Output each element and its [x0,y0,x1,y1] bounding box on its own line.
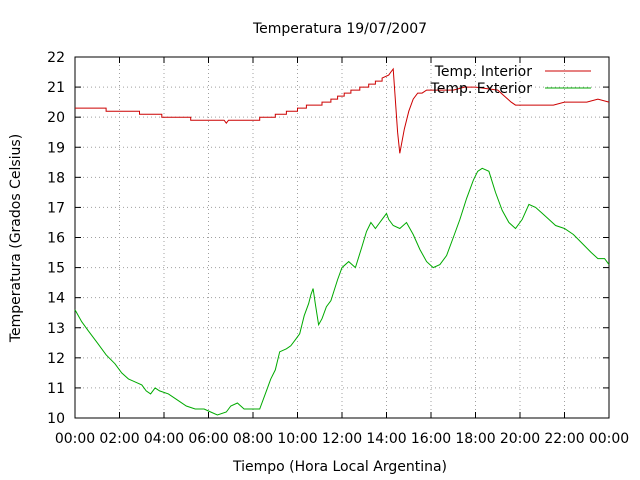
x-tick-label: 12:00 [322,431,362,447]
y-tick-label: 17 [47,200,65,216]
y-tick-label: 22 [47,50,65,66]
y-tick-label: 18 [47,170,65,186]
y-tick-label: 21 [47,80,65,96]
x-tick-labels: 00:00 02:00 04:00 06:00 08:00 10:00 12:00 14:00… [55,431,629,447]
x-tick-label: 14:00 [366,431,406,447]
y-tick-label: 16 [47,231,65,247]
x-tick-label: 18:00 [455,431,495,447]
y-tick-labels: 10 11 12 13 14 15 16 17 18 19 20 21 22 [47,50,65,427]
x-tick-label: 22:00 [544,431,584,447]
y-axis-label: Temperatura (Grados Celsius) [8,134,24,343]
x-axis-label: Tiempo (Hora Local Argentina) [232,459,447,475]
x-tick-label: 02:00 [99,431,139,447]
series-line-exterior [74,167,610,416]
y-tick-label: 19 [47,140,65,156]
axis-ticks [74,56,610,419]
data-series [74,67,610,416]
y-tick-label: 15 [47,261,65,277]
legend-label-interior: Temp. Interior [434,64,533,80]
grid-lines [75,57,609,418]
series-line-interior [75,67,610,154]
x-tick-label: 16:00 [411,431,451,447]
x-tick-label: 06:00 [188,431,228,447]
chart-title: Temperatura 19/07/2007 [252,21,427,37]
legend-label-exterior: Temp. Exterior [430,81,533,97]
y-tick-label: 10 [47,411,65,427]
y-tick-label: 11 [47,381,65,397]
y-tick-label: 14 [47,291,65,307]
x-tick-label: 20:00 [500,431,540,447]
y-tick-label: 20 [47,110,65,126]
x-tick-label: 04:00 [144,431,184,447]
y-tick-label: 12 [47,351,65,367]
x-tick-label: 00:00 [589,431,629,447]
x-tick-label: 10:00 [277,431,317,447]
x-tick-label: 08:00 [233,431,273,447]
y-tick-label: 13 [47,321,65,337]
x-tick-label: 00:00 [55,431,95,447]
